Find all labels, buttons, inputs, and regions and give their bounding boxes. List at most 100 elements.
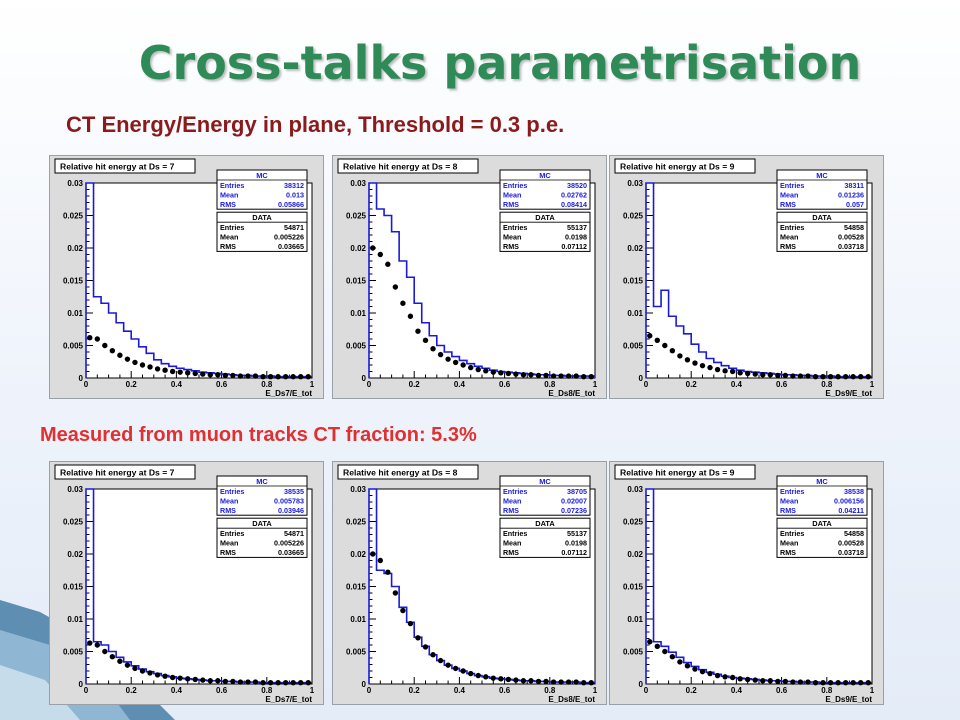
data-point: [94, 642, 100, 648]
mc-stat-value: 0.08414: [561, 200, 587, 209]
data-stat-label: Entries: [780, 529, 804, 538]
plot-title: Relative hit energy at Ds = 9: [620, 162, 735, 172]
subtitle-bottom: Measured from muon tracks CT fraction: 5…: [40, 424, 477, 446]
data-point: [714, 672, 721, 679]
x-tick-label: 0.2: [409, 686, 421, 695]
data-point: [498, 370, 504, 376]
x-tick-label: 1: [310, 686, 315, 695]
plot-title: Relative hit energy at Ds = 9: [620, 468, 735, 478]
data-point: [260, 374, 266, 380]
data-point: [790, 679, 796, 685]
data-stat-label: RMS: [220, 242, 236, 251]
mc-stat-label: Entries: [780, 181, 804, 190]
data-point: [535, 372, 542, 379]
data-point: [805, 373, 811, 379]
x-tick-label: 0.6: [776, 686, 788, 695]
y-tick-label: 0.015: [623, 583, 644, 592]
x-tick-label: 1: [870, 686, 875, 695]
data-point: [162, 673, 168, 679]
data-point: [215, 372, 221, 378]
data-point: [850, 680, 856, 686]
y-tick-label: 0.005: [63, 648, 84, 657]
data-stats-box: [216, 517, 308, 558]
mc-stat-value: 38535: [284, 487, 304, 496]
y-tick-label: 0.01: [67, 615, 83, 624]
y-tick-label: 0.01: [350, 615, 366, 624]
x-tick-label: 0.8: [544, 380, 556, 389]
mc-stats-title: MC: [816, 171, 828, 180]
mc-stat-value: 0.04211: [838, 506, 864, 515]
data-stat-label: Mean: [780, 539, 798, 548]
histogram-panel-top-right: Relative hit energy at Ds = 9 0 0.005 0.01 0…: [610, 156, 883, 398]
data-point: [760, 372, 766, 378]
data-point: [162, 367, 168, 373]
data-point: [298, 374, 304, 380]
data-point: [722, 674, 728, 680]
data-point: [422, 337, 429, 343]
x-tick-label: 0.2: [126, 686, 138, 695]
data-point: [237, 679, 244, 685]
data-stat-value: 54871: [284, 223, 304, 232]
mc-stat-label: RMS: [503, 506, 519, 515]
data-point: [699, 668, 706, 675]
data-point: [452, 359, 459, 366]
data-point: [684, 357, 691, 363]
data-point: [139, 668, 146, 674]
data-point: [483, 674, 489, 680]
x-tick-label: 1: [310, 380, 315, 389]
y-tick-label: 0.03: [67, 485, 83, 494]
data-point: [573, 373, 579, 379]
data-stats-box: [776, 211, 868, 252]
data-point: [430, 346, 436, 352]
mc-stat-value: 0.005783: [274, 496, 304, 505]
data-point: [505, 676, 512, 683]
mc-stats-title: MC: [539, 171, 551, 180]
mc-stat-label: RMS: [780, 200, 796, 209]
data-point: [132, 665, 138, 672]
data-point: [797, 679, 804, 685]
data-point: [775, 372, 781, 379]
data-point: [528, 678, 534, 684]
data-point: [835, 680, 841, 686]
slide-title: Cross-talks parametrisation: [138, 36, 862, 90]
data-point: [513, 371, 519, 377]
y-tick-label: 0.02: [627, 244, 643, 253]
data-point: [430, 652, 436, 658]
x-tick-label: 0: [84, 686, 89, 695]
data-point: [737, 370, 743, 376]
mc-stat-label: Mean: [780, 496, 798, 505]
mc-stat-label: Entries: [220, 181, 244, 190]
data-point: [117, 658, 123, 664]
y-tick-label: 0.01: [350, 309, 366, 318]
data-point: [460, 362, 466, 368]
data-point: [835, 374, 841, 380]
data-stat-label: Entries: [220, 529, 244, 538]
plot-title: Relative hit energy at Ds = 8: [343, 468, 458, 478]
x-tick-label: 0.6: [499, 380, 511, 389]
y-tick-label: 0.005: [623, 342, 644, 351]
data-stat-value: 0.03665: [278, 548, 304, 557]
y-tick-label: 0.02: [350, 550, 366, 559]
data-point: [797, 373, 804, 379]
data-stat-value: 0.005226: [274, 539, 304, 548]
data-point: [662, 648, 668, 655]
data-point: [654, 643, 660, 649]
data-stat-value: 54858: [844, 529, 864, 538]
data-point: [505, 370, 512, 377]
y-tick-label: 0.02: [350, 244, 366, 253]
data-point: [767, 678, 773, 684]
data-stat-value: 55137: [567, 223, 587, 232]
data-stat-label: Mean: [503, 233, 521, 242]
data-point: [290, 374, 296, 380]
y-tick-label: 0.025: [623, 212, 644, 221]
x-tick-label: 0.4: [731, 686, 743, 695]
plot-title-box: [54, 158, 196, 174]
data-stat-label: Entries: [503, 529, 527, 538]
data-stat-label: RMS: [780, 242, 796, 251]
data-point: [714, 366, 721, 373]
data-point: [298, 680, 304, 686]
data-point: [305, 374, 311, 380]
data-point: [94, 336, 100, 342]
data-point: [662, 342, 668, 349]
x-tick-label: 0.4: [171, 380, 183, 389]
